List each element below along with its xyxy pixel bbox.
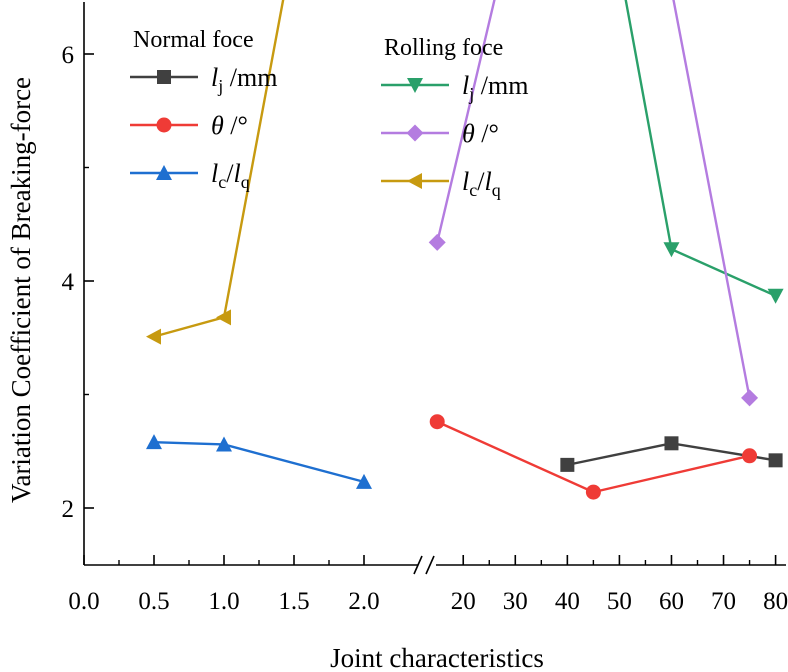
data-point xyxy=(663,242,680,258)
x-tick-label: 1.5 xyxy=(278,588,309,615)
legend-item: lc/lq xyxy=(130,159,250,192)
legend-label: lc/lq xyxy=(462,167,501,200)
legend-marker xyxy=(157,70,171,84)
legend-marker xyxy=(406,124,424,142)
legend-label: lj /mm xyxy=(462,71,528,104)
x-tick-label: 0.5 xyxy=(138,588,169,615)
legend-marker xyxy=(156,117,172,133)
y-tick-label: 6 xyxy=(62,42,75,69)
legend-item: θ /° xyxy=(130,111,248,140)
legend-marker xyxy=(407,78,423,93)
data-point xyxy=(742,448,758,464)
series-rolling-lj xyxy=(624,0,784,304)
legend-top-center: Rolling foce lj /mm θ /° lc/lq xyxy=(381,35,528,200)
x-tick-label: 80 xyxy=(763,588,788,615)
legend-top-left: Normal foce lj /mm θ /° lc/lq xyxy=(130,27,277,192)
data-point xyxy=(585,484,601,500)
x-tick-label: 50 xyxy=(607,588,632,615)
x-tick-label: 70 xyxy=(711,588,736,615)
data-point xyxy=(146,328,161,345)
series-rolling-lclq xyxy=(146,0,285,345)
x-axis-title: Joint characteristics xyxy=(330,643,544,672)
data-point xyxy=(741,389,759,407)
series-line xyxy=(153,440,365,484)
x-tick-label: 20 xyxy=(451,588,476,615)
legend-label: lc/lq xyxy=(211,159,250,192)
data-point xyxy=(356,473,372,489)
series-line xyxy=(436,420,750,494)
y-tick-label: 4 xyxy=(62,269,75,296)
x-tick-label: 60 xyxy=(659,588,684,615)
x-tick-label: 1.0 xyxy=(208,588,239,615)
legend-marker xyxy=(407,173,422,189)
legend-label: θ /° xyxy=(462,119,499,148)
data-point xyxy=(428,233,446,251)
legend-label: θ /° xyxy=(211,111,248,140)
y-tick-label: 2 xyxy=(62,496,75,523)
legend-marker xyxy=(156,165,172,180)
data-point xyxy=(216,309,231,326)
series-normal-lclq xyxy=(146,434,372,489)
data-point xyxy=(664,436,679,451)
data-point xyxy=(768,453,783,468)
data-point xyxy=(216,436,232,452)
series-rolling-theta xyxy=(428,0,759,407)
axis-break-mark xyxy=(413,555,423,575)
axis-break-mark xyxy=(425,555,435,575)
x-tick-label: 0.0 xyxy=(68,588,99,615)
legend-item: lj /mm xyxy=(381,71,528,104)
series-line xyxy=(436,0,751,399)
series-normal-lj xyxy=(560,436,783,472)
data-point xyxy=(429,414,445,430)
legend-title: Rolling foce xyxy=(384,35,503,61)
x-tick-label: 40 xyxy=(555,588,580,615)
y-axis-title: Variation Coefficient of Breaking-force xyxy=(6,77,36,503)
legend-item: lc/lq xyxy=(381,167,501,200)
legend-title: Normal foce xyxy=(133,27,254,53)
data-point xyxy=(560,457,575,472)
legend-item: lj /mm xyxy=(130,63,277,96)
legend-item: θ /° xyxy=(381,119,499,148)
data-point xyxy=(767,288,784,304)
x-tick-label: 30 xyxy=(503,588,528,615)
series-normal-theta xyxy=(429,414,758,500)
x-tick-label: 2.0 xyxy=(348,588,379,615)
data-point xyxy=(146,434,162,450)
plot-area: 2468100.00.51.01.52.020304050607080Joint… xyxy=(6,0,788,672)
legend-label: lj /mm xyxy=(211,63,277,96)
